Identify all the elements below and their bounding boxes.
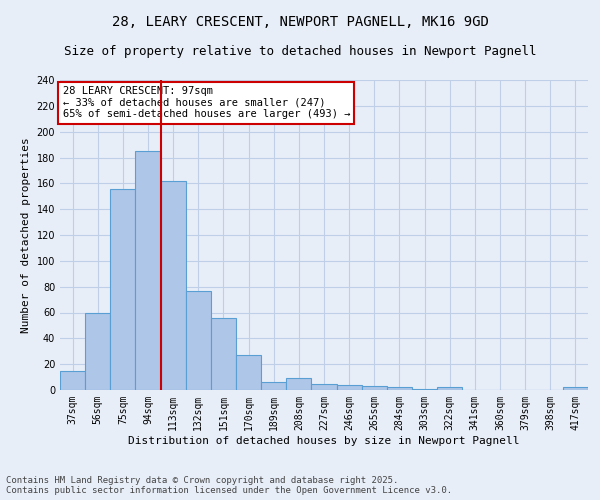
Bar xyxy=(186,290,211,390)
Bar xyxy=(311,384,337,390)
X-axis label: Distribution of detached houses by size in Newport Pagnell: Distribution of detached houses by size … xyxy=(128,436,520,446)
Y-axis label: Number of detached properties: Number of detached properties xyxy=(21,137,31,333)
Text: 28, LEARY CRESCENT, NEWPORT PAGNELL, MK16 9GD: 28, LEARY CRESCENT, NEWPORT PAGNELL, MK1… xyxy=(112,15,488,29)
Bar xyxy=(85,312,110,390)
Text: Contains HM Land Registry data © Crown copyright and database right 2025.
Contai: Contains HM Land Registry data © Crown c… xyxy=(6,476,452,495)
Bar xyxy=(60,370,85,390)
Bar xyxy=(110,188,136,390)
Bar xyxy=(437,388,462,390)
Bar xyxy=(412,388,437,390)
Bar xyxy=(161,180,186,390)
Bar xyxy=(387,388,412,390)
Bar xyxy=(136,151,161,390)
Bar xyxy=(211,318,236,390)
Bar xyxy=(236,355,261,390)
Bar xyxy=(286,378,311,390)
Bar xyxy=(261,382,286,390)
Text: 28 LEARY CRESCENT: 97sqm
← 33% of detached houses are smaller (247)
65% of semi-: 28 LEARY CRESCENT: 97sqm ← 33% of detach… xyxy=(62,86,350,120)
Bar xyxy=(362,386,387,390)
Bar xyxy=(563,388,588,390)
Bar xyxy=(337,385,362,390)
Text: Size of property relative to detached houses in Newport Pagnell: Size of property relative to detached ho… xyxy=(64,45,536,58)
